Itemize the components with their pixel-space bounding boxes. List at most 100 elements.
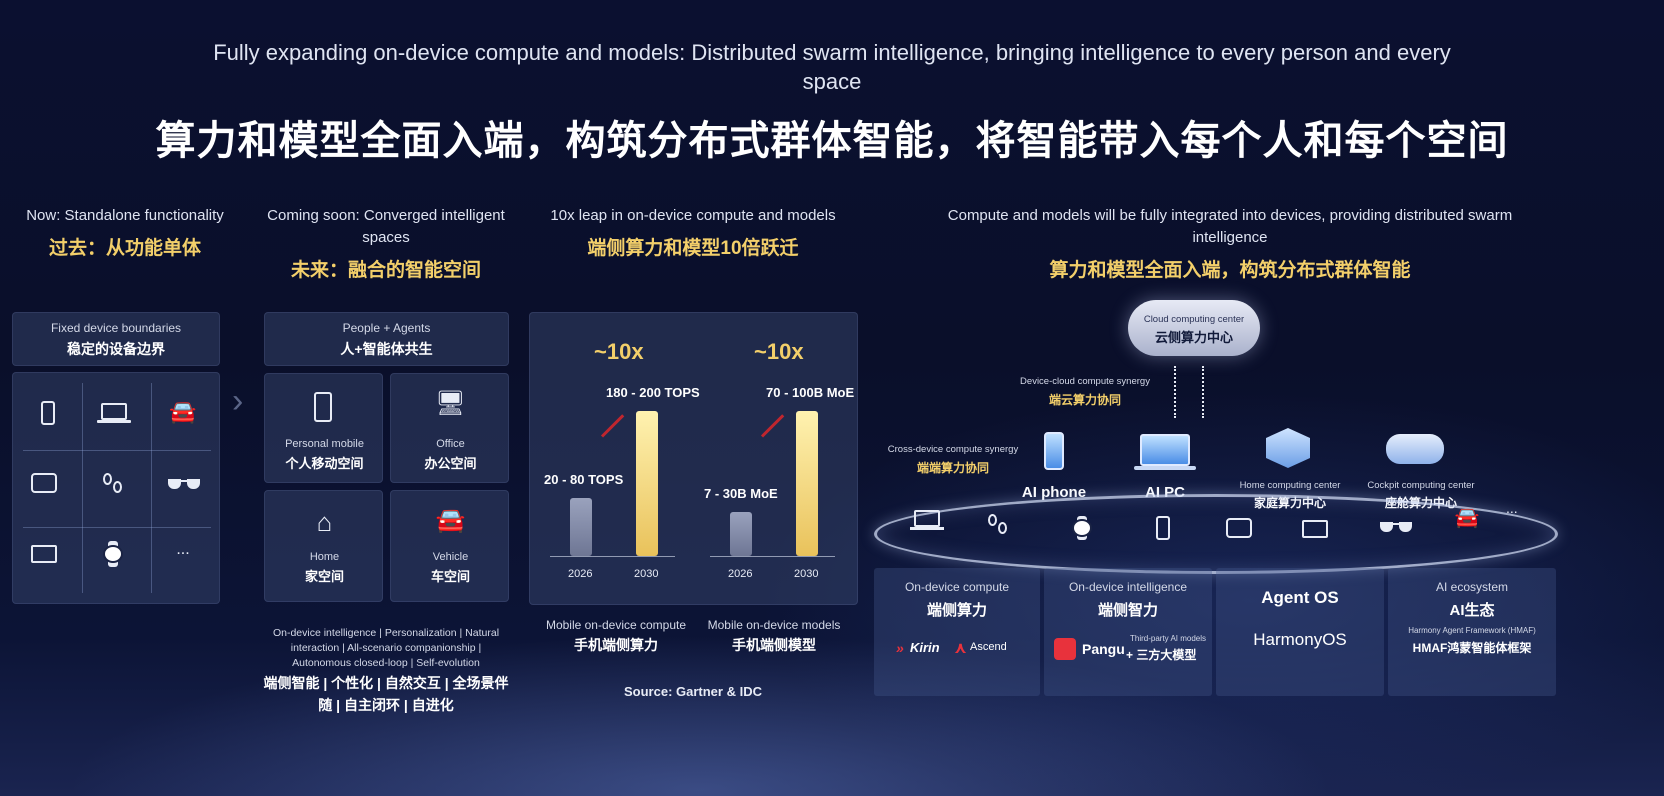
ring-phone-icon [1156,516,1170,540]
ring-glasses-icon [1380,520,1412,534]
tile-label-cn: 车空间 [430,569,470,584]
hmaf-label: Harmony Agent Framework (HMAF) HMAF鸿蒙智能体… [1388,626,1556,656]
watch-icon [103,541,123,567]
col1-card-en: Fixed device boundaries [50,321,182,335]
tile-personal-mobile: Personal mobile 个人移动空间 [264,373,383,483]
earbuds-icon [101,471,127,497]
office-icon: 🖥 [435,390,466,417]
ai-phone-icon [1044,432,1064,470]
pillar-compute-cn: 端侧算力 [926,602,987,619]
ascend-logo: ⋏ [954,640,967,657]
col1-heading-cn: 过去：从功能单体 [48,238,201,259]
bar-year-label: 2026 [568,568,593,580]
cross-label-cn: 端端算力协同 [916,461,989,475]
subtitle-english: Fully expanding on-device compute and mo… [213,40,1451,94]
ring-monitor-icon [1302,520,1328,538]
tile-home: ⌂ Home 家空间 [264,490,383,602]
bar-value-label: 180 - 200 TOPS [606,385,700,400]
col2-heading-en: Coming soon: Converged intelligent space… [267,207,505,246]
tile-label-en: Home [309,551,340,563]
chart2-caption: Mobile on-device models 手机端侧模型 [694,618,854,655]
ring-laptop-icon [914,510,940,527]
pangu-logos: Pangu Third-party AI models + 三方大模型 [1054,634,1207,664]
pillar-compute-en: On-device compute [904,580,1010,594]
chart2-caption-cn: 手机端侧模型 [732,637,816,653]
pillar-intelligence-cn: 端侧智力 [1097,602,1158,619]
chart-baseline [710,556,835,557]
col4-header: Compute and models will be fully integra… [940,205,1520,282]
bar-year-label: 2030 [794,568,819,580]
pillar-ecosystem-en: AI ecosystem [1435,580,1509,594]
cloud-label-en: Cloud computing center [1143,314,1245,325]
pillar-ecosystem: AI ecosystem AI生态 [1388,568,1556,696]
tile-label-en: Vehicle [432,551,469,563]
cross-device-synergy: Cross-device compute synergy 端端算力协同 [878,444,1028,476]
col1-boundary-card: Fixed device boundaries 稳定的设备边界 [12,312,220,366]
third-party-cn: + 三方大模型 [1126,648,1197,662]
col2-heading-cn: 未来：融合的智能空间 [290,260,481,281]
device-cloud-synergy: Device-cloud compute synergy 端云算力协同 [1010,376,1160,408]
bar-2026 [730,512,752,556]
downlink-arrow-icon [1202,366,1204,418]
laptop-icon [101,403,127,420]
pangu-logo-text: Pangu [1082,641,1125,657]
home-center-icon [1266,428,1310,468]
col1-device-grid: 🚘 ... [12,372,220,604]
bar-2030 [636,411,658,556]
pillar-intelligence-en: On-device intelligence [1068,580,1188,594]
uplink-arrow-icon [1174,366,1176,418]
home-icon: ⌂ [316,507,333,537]
col1-heading-en: Now: Standalone functionality [26,207,224,224]
pillar-agent-os-title: Agent OS [1261,588,1339,607]
col2-footer-cn: 端侧智能 | 个性化 | 自然交互 | 全场景伴随 | 自主闭环 | 自进化 [263,675,509,713]
tile-label-cn: 家空间 [304,569,344,584]
home-center-en: Home computing center [1239,480,1341,491]
hmaf-en: Harmony Agent Framework (HMAF) [1408,626,1536,635]
hmaf-cn: HMAF鸿蒙智能体框架 [1412,641,1532,655]
synergy-label-cn: 端云算力协同 [1048,393,1121,407]
col2-agents-card: People + Agents 人+智能体共生 [264,312,509,366]
tile-label-en: Personal mobile [285,438,364,450]
chart-area: ~10x 20 - 80 TOPS 2026 180 - 200 TOPS 2030 ~1… [530,313,859,606]
chart1-caption: Mobile on-device compute 手机端侧算力 [536,618,696,655]
car-icon: 🚘 [169,399,197,424]
source-note: Source: Gartner & IDC [624,684,762,699]
bar-2026 [570,498,592,556]
col2-card-cn: 人+智能体共生 [340,341,433,357]
cockpit-center-en: Cockpit computing center [1367,480,1475,491]
tile-office: 🖥 Office 办公空间 [390,373,509,483]
chart1-caption-cn: 手机端侧算力 [574,637,658,653]
col1-card-cn: 稳定的设备边界 [67,341,165,357]
col3-header: 10x leap in on-device compute and models… [528,205,858,260]
bar-value-label: 7 - 30B MoE [704,486,778,501]
glasses-icon [168,477,200,491]
pangu-logo-icon [1054,638,1076,660]
vehicle-icon: 🚘 [435,507,466,534]
chart-panel: ~10x 20 - 80 TOPS 2026 180 - 200 TOPS 2030 ~1… [529,312,858,605]
col1-header: Now: Standalone functionality 过去：从功能单体 [20,205,230,260]
bar-2030 [796,411,818,556]
device-platform [874,494,1558,574]
col4-heading-cn: 算力和模型全面入端，构筑分布式群体智能 [1049,260,1411,281]
ascend-logo-text: Ascend [970,641,1007,653]
ring-more-icon: ... [1506,500,1518,516]
cross-label-en: Cross-device compute synergy [887,444,1019,455]
chart-multiplier-label: ~10x [594,339,644,364]
tablet-icon [31,473,57,493]
third-party-en: Third-party AI models [1130,634,1207,643]
page-title: 算力和模型全面入端，构筑分布式群体智能，将智能带入每个人和每个空间 [155,119,1509,163]
col3-heading-en: 10x leap in on-device compute and models [550,207,836,224]
ring-earbuds-icon [988,514,1012,538]
kirin-logo: » [896,640,904,656]
bar-year-label: 2026 [728,568,753,580]
bar-year-label: 2030 [634,568,659,580]
col2-header: Coming soon: Converged intelligent space… [262,205,510,282]
ring-watch-icon [1072,516,1092,540]
tile-label-en: Office [436,438,465,450]
bar-value-label: 20 - 80 TOPS [544,472,624,487]
tile-label-cn: 办公空间 [424,456,477,471]
chart-baseline [550,556,675,557]
synergy-label-en: Device-cloud compute synergy [1020,376,1150,387]
col3-heading-cn: 端侧算力和模型10倍跃迁 [587,238,799,259]
chart1-caption-en: Mobile on-device compute [545,618,687,632]
